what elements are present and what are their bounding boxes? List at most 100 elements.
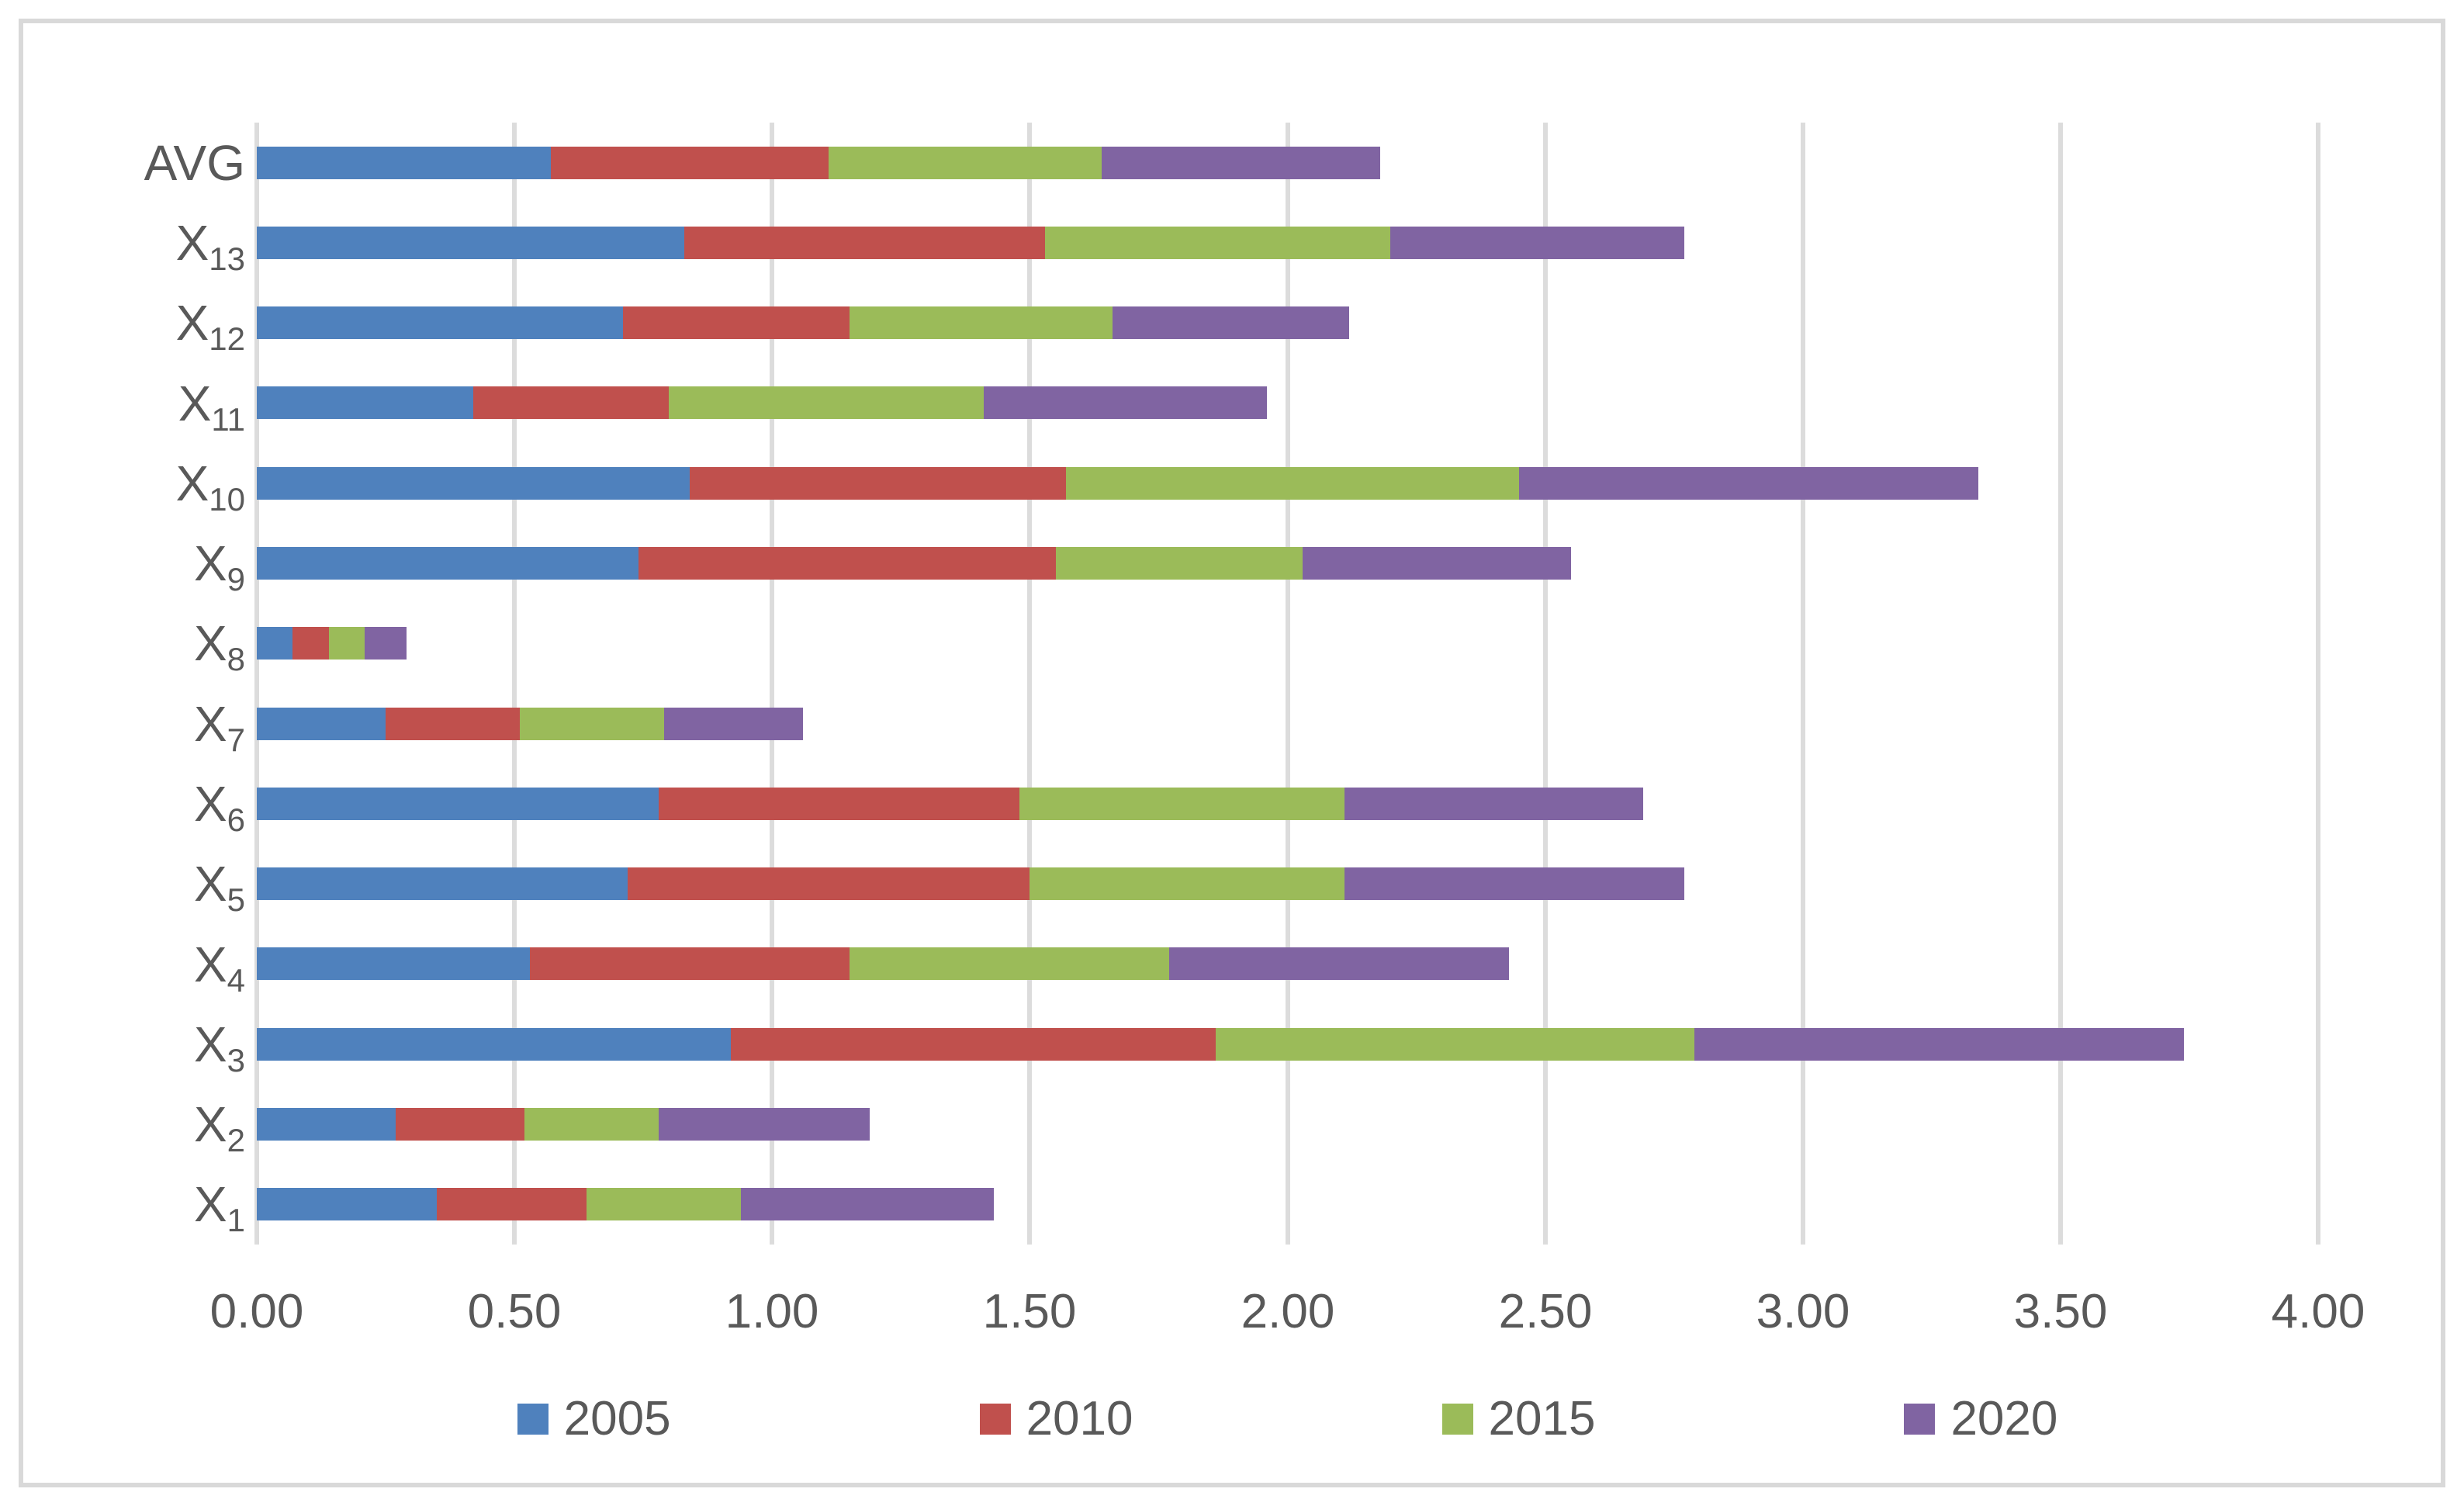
category-label-X8: X8 — [31, 618, 245, 676]
bar-segment-2020 — [1390, 226, 1684, 259]
category-label-text: X — [193, 776, 227, 832]
category-label-subscript: 7 — [227, 722, 245, 758]
gridline — [2316, 123, 2320, 1245]
bar-stack — [257, 547, 1571, 580]
category-label-text: X — [175, 295, 209, 351]
bar-stack — [257, 226, 1684, 259]
x-tick-label-3.50: 3.50 — [2013, 1285, 2108, 1338]
bar-row-X5 — [257, 844, 2318, 924]
bar-segment-2015 — [1030, 867, 1344, 901]
bar-segment-2010 — [396, 1108, 525, 1141]
bar-row-X8 — [257, 604, 2318, 684]
bar-segment-2010 — [292, 627, 329, 660]
bar-segment-2015 — [849, 306, 1113, 340]
category-label-subscript: 1 — [227, 1202, 245, 1238]
bar-segment-2010 — [731, 1027, 1216, 1061]
bar-row-X9 — [257, 523, 2318, 603]
bar-stack — [257, 146, 1381, 179]
bar-segment-2020 — [1112, 306, 1350, 340]
bar-row-X1 — [257, 1165, 2318, 1245]
bar-row-X3 — [257, 1004, 2318, 1084]
bar-segment-2020 — [1344, 787, 1643, 820]
plot-area — [254, 123, 2320, 1245]
legend-marker-icon — [517, 1404, 549, 1435]
figure-border — [19, 19, 2445, 1487]
bar-segment-2010 — [530, 947, 850, 981]
x-tick-label-2.50: 2.50 — [1498, 1285, 1593, 1338]
category-label-X11: X11 — [31, 379, 245, 436]
bar-row-X12 — [257, 283, 2318, 363]
gridline — [512, 123, 517, 1245]
bar-segment-2020 — [1303, 547, 1571, 580]
bar-row-X2 — [257, 1084, 2318, 1164]
bar-segment-2010 — [638, 547, 1056, 580]
x-tick-label-1.00: 1.00 — [725, 1285, 819, 1338]
category-label-X9: X9 — [31, 538, 245, 596]
bar-row-X11 — [257, 363, 2318, 443]
bar-segment-2015 — [1045, 226, 1391, 259]
bar-segment-2020 — [1102, 146, 1381, 179]
legend: 2005 2010 2015 2020 — [257, 1395, 2318, 1443]
category-label-text: X — [175, 455, 209, 511]
bar-segment-2005 — [257, 1027, 732, 1061]
category-label-subscript: 10 — [209, 481, 245, 518]
bar-segment-2005 — [257, 226, 685, 259]
bar-segment-2010 — [386, 707, 520, 740]
bar-segment-2015 — [519, 707, 664, 740]
category-label-X1: X1 — [31, 1179, 245, 1237]
bar-stack — [257, 867, 1684, 901]
bar-segment-2020 — [659, 1108, 870, 1141]
category-label-subscript: 9 — [227, 561, 245, 597]
category-label-subscript: 6 — [227, 801, 245, 838]
bar-segment-2015 — [849, 947, 1169, 981]
bar-stack — [257, 787, 1643, 820]
legend-item-2020: 2020 — [1904, 1395, 2057, 1443]
bar-stack — [257, 386, 1267, 420]
category-label-subscript: 8 — [227, 641, 245, 677]
legend-item-2010: 2010 — [979, 1392, 1133, 1445]
category-label-X6: X6 — [31, 779, 245, 836]
bar-segment-2020 — [1694, 1027, 2185, 1061]
bar-segment-2005 — [257, 306, 623, 340]
category-label-X13: X13 — [31, 218, 245, 275]
bar-row-AVG — [257, 123, 2318, 203]
category-label-text: X — [193, 535, 227, 591]
bar-segment-2010 — [628, 867, 1030, 901]
bar-segment-2010 — [622, 306, 850, 340]
gridline — [1027, 123, 1032, 1245]
bar-stack — [257, 707, 804, 740]
gridline — [770, 123, 774, 1245]
bar-segment-2005 — [257, 707, 386, 740]
category-label-X2: X2 — [31, 1099, 245, 1157]
bar-row-X4 — [257, 924, 2318, 1004]
gridline — [2058, 123, 2063, 1245]
bar-segment-2020 — [983, 386, 1267, 420]
category-label-subscript: 11 — [211, 401, 245, 438]
x-tick-label-3.00: 3.00 — [1756, 1285, 1850, 1338]
bar-segment-2020 — [663, 707, 804, 740]
bar-segment-2015 — [1055, 547, 1303, 580]
bar-row-X10 — [257, 443, 2318, 523]
category-label-subscript: 5 — [227, 881, 245, 918]
bar-segment-2020 — [365, 627, 407, 660]
legend-item-label: 2005 — [563, 1392, 671, 1445]
bar-segment-2005 — [257, 146, 551, 179]
category-label-subscript: 4 — [227, 962, 245, 999]
legend-item-label: 2010 — [1026, 1392, 1133, 1445]
bar-segment-2010 — [689, 466, 1066, 500]
bar-row-X7 — [257, 684, 2318, 763]
bar-stack — [257, 947, 1510, 981]
legend-item-label: 2020 — [1950, 1392, 2058, 1445]
bar-segment-2015 — [1065, 466, 1520, 500]
category-label-text: X — [193, 615, 227, 671]
bar-segment-2010 — [472, 386, 670, 420]
category-label-X12: X12 — [31, 298, 245, 355]
category-label-text: X — [175, 215, 209, 271]
x-tick-label-1.50: 1.50 — [982, 1285, 1077, 1338]
x-tick-label-4.00: 4.00 — [2271, 1285, 2365, 1338]
x-tick-label-0.50: 0.50 — [467, 1285, 562, 1338]
category-label-text: X — [193, 936, 227, 992]
category-label-X5: X5 — [31, 859, 245, 916]
bar-segment-2015 — [587, 1188, 742, 1221]
